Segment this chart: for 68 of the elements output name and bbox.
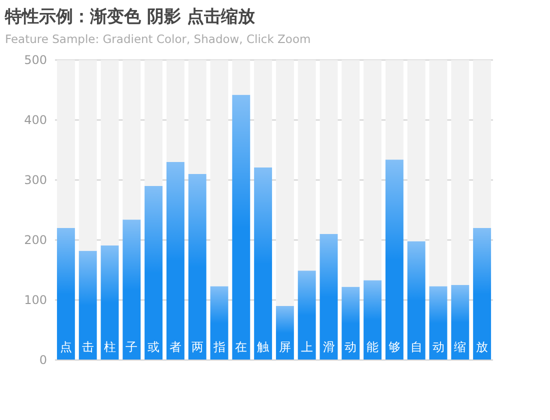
bar [429,286,448,360]
bar [473,228,492,360]
bar [473,60,492,228]
bar [254,167,272,360]
bar [100,245,119,360]
x-tick-label: 柱 [104,340,116,354]
x-tick-label: 能 [366,340,379,354]
bar [210,60,228,286]
bar [122,60,141,220]
bar [56,60,75,228]
bar [320,60,338,234]
x-tick-label: 触 [257,340,270,354]
y-tick-label: 0 [39,353,47,367]
bar [144,186,163,360]
bar [451,285,470,360]
bar [385,160,404,360]
chart-title: 特性示例：渐变色 阴影 点击缩放 [4,7,256,27]
bar [122,220,141,360]
bar [364,60,382,280]
bar [254,60,272,168]
y-tick-label: 100 [24,293,47,307]
bar [385,60,404,160]
x-tick-label: 两 [191,340,204,354]
bar [364,280,382,360]
bar [407,60,426,242]
bar [276,60,294,306]
x-tick-label: 在 [235,340,248,354]
bar [100,60,119,246]
bar [342,60,360,287]
x-tick-label: 点 [60,340,72,354]
bar [429,60,448,286]
x-tick-label: 指 [212,340,226,354]
x-tick-label: 滑 [322,340,335,354]
bar [166,162,184,360]
bar [298,270,316,360]
bar [56,228,75,360]
x-tick-label: 动 [432,340,444,354]
bar [276,306,294,360]
x-tick-label: 动 [344,340,357,354]
bar [78,250,97,360]
bar [210,286,228,360]
x-tick-label: 上 [300,340,313,354]
bar [188,60,206,174]
x-tick-label: 屏 [278,340,291,354]
bar [451,60,470,285]
bar [188,174,206,360]
x-tick-label: 子 [126,340,138,354]
x-tick-label: 击 [82,340,94,354]
x-tick-label: 自 [410,340,422,354]
x-tick-label: 者 [169,340,182,354]
bar [407,241,426,360]
bar [232,60,250,95]
y-tick-label: 300 [24,173,47,187]
y-tick-label: 200 [24,233,47,247]
x-tick-label: 够 [388,340,400,354]
bar [342,286,360,360]
x-tick-label: 或 [148,340,160,354]
x-tick-label: 缩 [454,340,466,354]
bar [232,94,250,360]
bar [78,60,97,251]
y-tick-label: 400 [24,113,47,127]
chart-subtitle: Feature Sample: Gradient Color, Shadow, Click Zoom [5,32,311,46]
bar [298,60,316,271]
y-tick-label: 500 [24,53,47,67]
bar [144,60,163,186]
bar [166,60,184,162]
x-tick-label: 放 [476,340,488,354]
bar [320,234,338,360]
